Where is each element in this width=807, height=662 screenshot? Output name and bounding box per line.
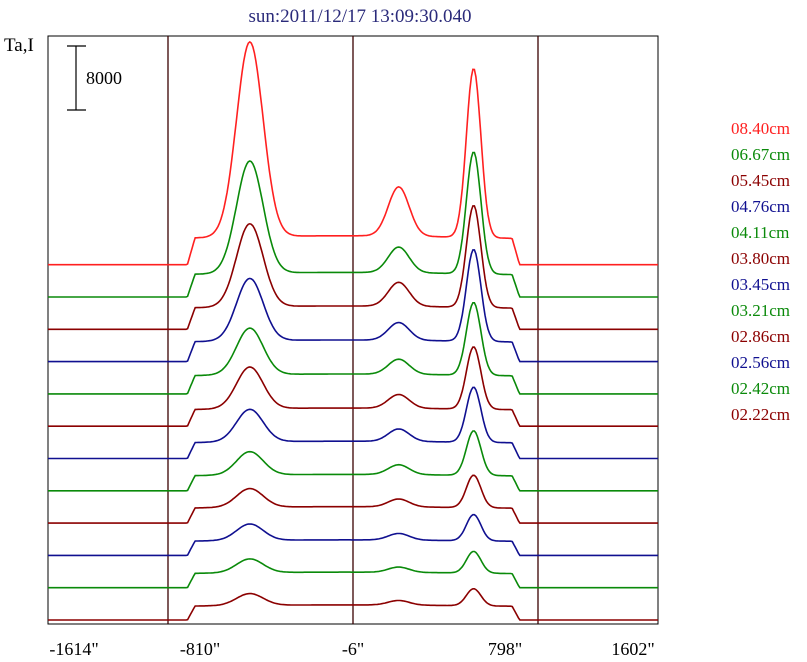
legend-entry: 04.11cm	[731, 223, 789, 242]
x-tick-labels: -1614" -810" -6" 798" 1602"	[49, 639, 654, 659]
legend-entry: 03.21cm	[731, 301, 790, 320]
series-line-02.42cm	[48, 550, 658, 589]
legend-entry: 06.67cm	[731, 145, 790, 164]
x-tick-label: 1602"	[611, 639, 654, 659]
x-tick-label: 798"	[488, 639, 522, 659]
series-line-03.21cm	[48, 430, 658, 492]
legend-entry: 03.80cm	[731, 249, 790, 268]
series-line-04.11cm	[48, 302, 658, 395]
series-line-03.45cm	[48, 386, 658, 460]
legend-entry: 02.86cm	[731, 327, 790, 346]
series-line-05.45cm	[48, 205, 658, 331]
series-line-03.80cm	[48, 346, 658, 427]
scale-bar-label: 8000	[86, 68, 122, 88]
legend-entry: 02.56cm	[731, 353, 790, 372]
series-line-02.22cm	[48, 588, 658, 621]
x-tick-label: -6"	[342, 639, 364, 659]
legend-entry: 02.22cm	[731, 405, 790, 424]
legend-entry: 08.40cm	[731, 119, 790, 138]
series-line-02.56cm	[48, 513, 658, 557]
legend-entry: 04.76cm	[731, 197, 790, 216]
series-group	[48, 40, 658, 621]
series-line-08.40cm	[48, 40, 658, 266]
series-line-04.76cm	[48, 249, 658, 363]
series-line-02.86cm	[48, 474, 658, 524]
scale-bar: 8000	[67, 45, 122, 111]
series-line-06.67cm	[48, 151, 658, 298]
x-tick-label: -1614"	[49, 639, 98, 659]
y-axis-label: Ta,I	[4, 35, 34, 56]
legend: 08.40cm 06.67cm 05.45cm 04.76cm 04.11cm 03.80…	[731, 119, 790, 424]
legend-entry: 02.42cm	[731, 379, 790, 398]
legend-entry: 05.45cm	[731, 171, 790, 190]
gridlines	[167, 36, 539, 624]
legend-entry: 03.45cm	[731, 275, 790, 294]
x-tick-label: -810"	[180, 639, 220, 659]
chart-title: sun:2011/12/17 13:09:30.040	[248, 6, 471, 27]
